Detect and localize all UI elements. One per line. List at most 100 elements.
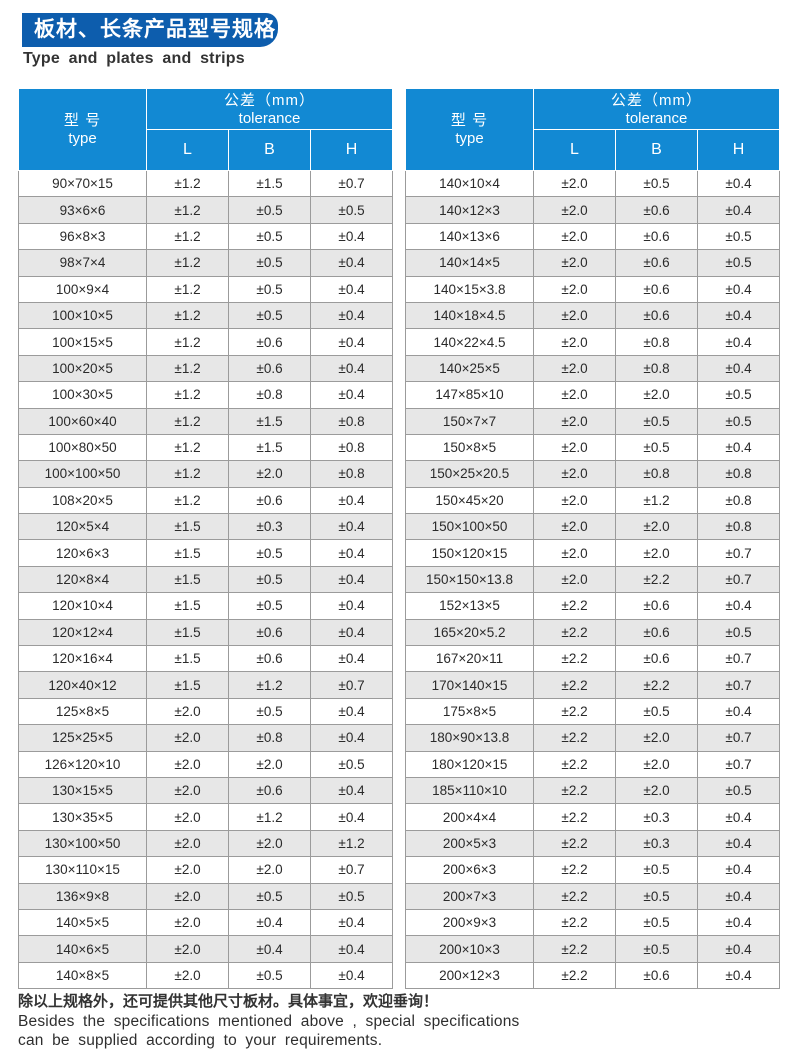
tolerance-cell: ±2.0 [533,433,616,462]
type-cell: 93×6×6 [18,196,147,224]
tolerance-cell: ±0.5 [615,935,698,963]
tolerance-cell: ±0.4 [696,882,781,910]
tolerance-cell: ±2.0 [615,776,698,805]
tolerance-cell: ±0.4 [696,169,781,198]
tolerance-cell: ±1.2 [146,354,229,383]
tolerance-cell: ±1.2 [146,301,229,330]
type-cell: 140×8×5 [18,961,147,990]
tolerance-cell: ±2.2 [533,618,616,647]
tolerance-cell: ±0.4 [309,381,394,409]
table-row: 152×13×5 ±2.2 ±0.6 ±0.4 [405,592,781,620]
table-row: 100×60×40 ±1.2 ±1.5 ±0.8 [18,407,394,435]
table-row: 100×10×5 ±1.2 ±0.5 ±0.4 [18,301,394,330]
tolerance-cell: ±2.0 [533,513,616,541]
type-cell: 165×20×5.2 [405,618,534,647]
tolerance-cell: ±0.5 [615,697,698,726]
tolerance-cell: ±0.4 [696,592,781,620]
tolerance-cell: ±0.4 [309,513,394,541]
tolerance-cell: ±1.5 [228,169,311,198]
tolerance-cell: ±2.0 [228,750,311,778]
tolerance-cell: ±0.5 [228,592,311,620]
tolerance-cell: ±2.0 [533,169,616,198]
table-row: 100×20×5 ±1.2 ±0.6 ±0.4 [18,354,394,383]
tolerance-cell: ±0.8 [228,381,311,409]
tolerance-label-cn: 公差（mm） [224,91,316,109]
tolerance-cell: ±1.2 [146,222,229,251]
tolerance-cell: ±2.0 [533,354,616,383]
table-row: 140×25×5 ±2.0 ±0.8 ±0.4 [405,354,781,383]
type-cell: 140×13×6 [405,222,534,251]
tolerance-cell: ±0.4 [309,222,394,251]
tolerance-cell: ±0.3 [615,829,698,858]
tolerance-cell: ±2.2 [533,803,616,831]
tolerance-cell: ±0.5 [309,750,394,778]
footer-note-en-line1: Besides the specifications mentioned abo… [18,1013,520,1030]
tolerance-cell: ±1.2 [228,671,311,699]
table-row: 100×15×5 ±1.2 ±0.6 ±0.4 [18,328,394,356]
table-row: 126×120×10 ±2.0 ±2.0 ±0.5 [18,750,394,778]
tolerance-cell: ±0.4 [309,486,394,515]
tolerance-cell: ±0.5 [228,697,311,726]
tolerance-cell: ±0.5 [615,856,698,884]
type-cell: 167×20×11 [405,645,534,673]
type-cell: 120×40×12 [18,671,147,699]
tolerance-cell: ±0.6 [615,222,698,251]
tolerance-cell: ±0.4 [309,354,394,383]
tolerance-cell: ±2.2 [533,856,616,884]
tolerance-cell: ±2.0 [533,381,616,409]
type-cell: 180×90×13.8 [405,724,534,752]
type-label-cn: 型 号 [450,112,489,129]
type-cell: 120×10×4 [18,592,147,620]
tolerance-cell: ±0.5 [228,249,311,277]
table-row: 140×10×4 ±2.0 ±0.5 ±0.4 [405,169,781,198]
tolerance-cell: ±1.2 [146,196,229,224]
table-row: 120×10×4 ±1.5 ±0.5 ±0.4 [18,592,394,620]
tolerance-cell: ±0.4 [309,935,394,963]
table-row: 140×13×6 ±2.0 ±0.6 ±0.5 [405,222,781,251]
table-header: 型 号 type 公差（mm） tolerance L B H [18,88,394,171]
tolerance-cell: ±0.4 [309,618,394,647]
tolerance-cell: ±2.0 [615,381,698,409]
tolerance-cell: ±0.7 [696,750,781,778]
tolerance-cell: ±2.0 [146,908,229,937]
tolerance-cell: ±0.4 [696,301,781,330]
tolerance-cell: ±0.6 [228,618,311,647]
tolerance-cell: ±1.5 [146,671,229,699]
tolerance-cell: ±2.2 [533,671,616,699]
tolerance-cell: ±0.8 [228,724,311,752]
tolerance-cell: ±0.4 [309,328,394,356]
tolerance-cell: ±0.4 [309,645,394,673]
tolerance-cell: ±1.5 [228,407,311,435]
tolerance-cell: ±0.5 [228,222,311,251]
tolerance-cell: ±1.5 [146,539,229,567]
type-label-en: type [455,130,484,147]
table-row: 125×25×5 ±2.0 ±0.8 ±0.4 [18,724,394,752]
type-column-header: 型 号 type [18,88,147,171]
tolerance-cell: ±0.5 [696,222,781,251]
tolerance-cell: ±1.5 [146,618,229,647]
tolerance-cell: ±2.0 [533,222,616,251]
type-cell: 150×45×20 [405,486,534,515]
table-row: 108×20×5 ±1.2 ±0.6 ±0.4 [18,486,394,515]
type-cell: 100×100×50 [18,460,147,488]
type-cell: 100×60×40 [18,407,147,435]
table-body-left: 90×70×15 ±1.2 ±1.5 ±0.7 93×6×6 ±1.2 ±0.5 ±0.5 96… [18,169,394,990]
tolerance-cell: ±0.4 [309,249,394,277]
tolerance-cell: ±0.4 [696,829,781,858]
type-cell: 120×12×4 [18,618,147,647]
table-row: 140×22×4.5 ±2.0 ±0.8 ±0.4 [405,328,781,356]
table-row: 98×7×4 ±1.2 ±0.5 ±0.4 [18,249,394,277]
tolerance-cell: ±0.5 [228,196,311,224]
tolerance-cell: ±0.4 [309,803,394,831]
type-cell: 185×110×10 [405,776,534,805]
table-row: 120×5×4 ±1.5 ±0.3 ±0.4 [18,513,394,541]
spec-table-right: 型 号 type 公差（mm） tolerance L B H 140×10×4… [405,88,781,990]
tolerance-cell: ±0.7 [696,645,781,673]
tolerance-cell: ±0.5 [696,776,781,805]
tolerance-cell: ±1.2 [146,275,229,303]
tolerance-cell: ±2.2 [533,592,616,620]
type-cell: 120×6×3 [18,539,147,567]
type-cell: 140×25×5 [405,354,534,383]
type-cell: 200×9×3 [405,908,534,937]
type-cell: 200×7×3 [405,882,534,910]
